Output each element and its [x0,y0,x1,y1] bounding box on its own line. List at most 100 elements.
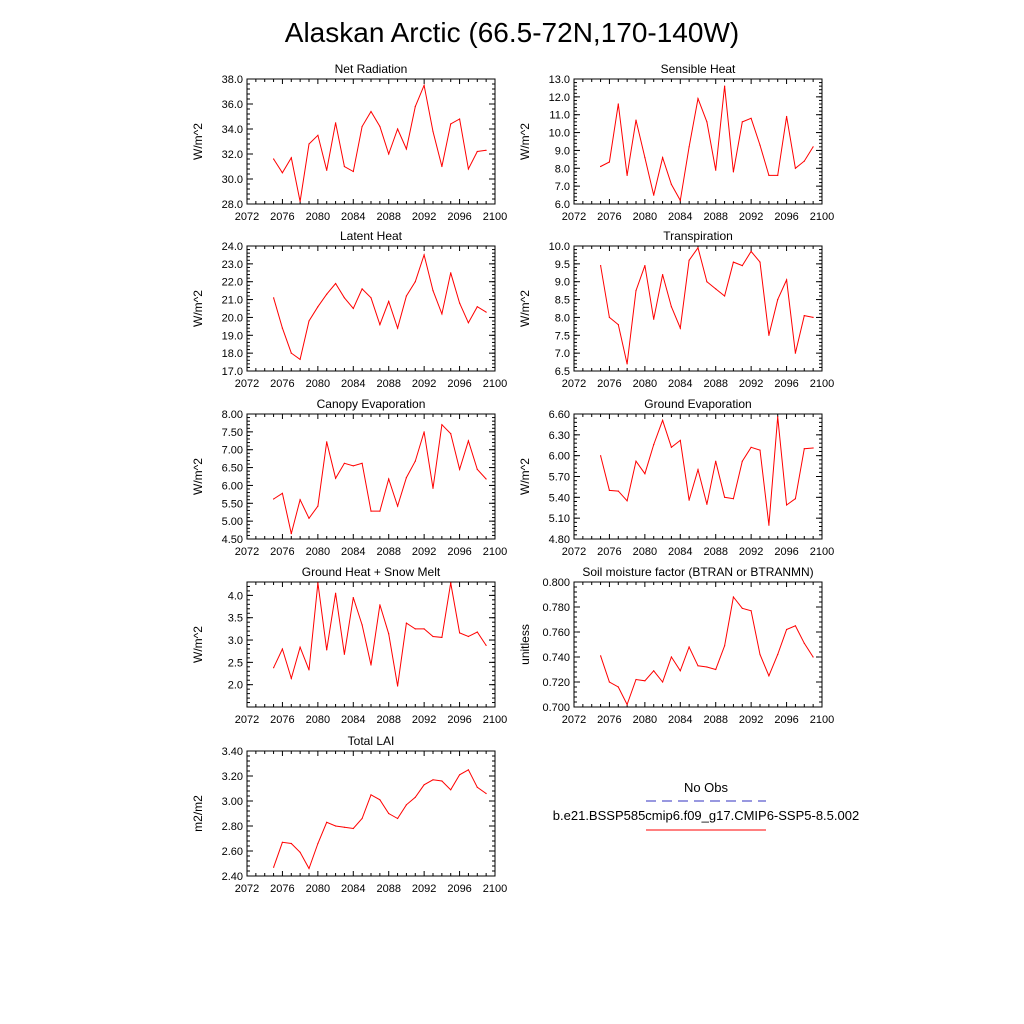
data-point [423,431,425,433]
data-point [688,259,690,261]
data-point [414,105,416,108]
data-point [388,300,390,302]
data-point [352,307,354,310]
panel-sensible-heat: Sensible Heat W/m^2 2072 2076 2080 2084 2088 20… [518,62,834,223]
y-tick-label: 34.0 [222,124,243,136]
data-point [715,460,717,462]
data-point [299,200,301,203]
plot-frame [246,78,496,205]
data-point [397,505,399,507]
y-tick-label: 3.5 [228,613,243,625]
x-tick-label: 2100 [483,378,507,390]
data-point [485,644,487,647]
y-tick-label: 3.0 [228,635,243,647]
panel-title: Canopy Evaporation [317,397,426,411]
x-tick-label: 2092 [739,546,763,558]
y-tick-label: 4.80 [549,534,570,546]
series-line-total-lai [273,769,487,870]
y-tick-label: 6.00 [222,480,243,492]
data-point [759,261,761,263]
y-axis-label: W/m^2 [518,290,532,327]
y-tick-label: 18.0 [222,348,243,360]
x-tick-label: 2096 [774,378,798,390]
data-point [476,306,478,308]
panel-total-lai: Total LAI m2/m2 2072 2076 2080 2084 2088 2092 20… [191,734,507,895]
y-tick-label: 28.0 [222,199,243,211]
data-point [724,295,726,297]
data-points-ground-heat-snow-melt [273,582,487,687]
data-point [281,327,283,329]
data-point [405,148,407,150]
x-tick-label: 2088 [703,714,727,726]
x-tick-label: 2080 [306,378,330,390]
y-tick-label: 8.00 [222,409,243,421]
data-point [653,318,655,320]
data-point [626,363,628,365]
data-point [600,455,602,457]
x-tick-label: 2092 [739,378,763,390]
y-tick-label: 22.0 [222,277,243,289]
data-point [405,804,407,806]
y-tick-label: 7.5 [555,330,570,342]
data-point [485,792,487,795]
y-tick-label: 11.0 [549,110,570,122]
data-point [459,774,461,776]
data-point [670,306,673,308]
x-tick-label: 2084 [668,714,692,726]
data-point [361,817,363,820]
data-point [290,842,292,845]
panels: Net Radiation W/m^2 2072 2076 2080 2084 2088 20… [191,62,834,895]
data-point [777,174,779,176]
y-tick-label: 6.60 [549,409,570,421]
data-point [653,670,655,672]
series-line-latent-heat [273,253,487,361]
x-tick-label: 2100 [810,378,834,390]
x-tick-label: 2080 [306,883,330,895]
legend-label-no-obs: No Obs [684,780,729,795]
panel-title: Transpiration [663,229,733,243]
y-axis-label: W/m^2 [191,290,205,327]
x-tick-label: 2076 [270,546,294,558]
panel-title: Net Radiation [335,62,408,76]
x-tick-label: 2092 [412,211,436,223]
data-point [388,812,390,815]
y-tick-label: 3.00 [222,796,243,808]
x-tick-label: 2080 [306,211,330,223]
x-tick-label: 2072 [562,378,586,390]
data-point [600,655,602,657]
x-tick-label: 2100 [810,714,834,726]
data-point [273,498,275,500]
data-point [432,487,434,489]
series-line-soil-moisture-factor-btran-or-btranmn [600,595,814,706]
x-tick-label: 2096 [447,378,471,390]
y-tick-label: 5.10 [549,513,570,525]
data-point [724,496,726,498]
data-point [459,468,461,470]
data-point [317,505,319,507]
data-point [750,446,752,448]
data-point [423,254,425,256]
data-point [405,622,407,624]
x-tick-label: 2072 [562,211,586,223]
data-point [335,122,337,124]
data-point [617,490,619,492]
y-tick-label: 3.40 [222,746,243,758]
data-point [644,265,646,267]
y-tick-label: 0.700 [542,702,570,714]
data-point [290,157,292,159]
figure-title: Alaskan Arctic (66.5-72N,170-140W) [285,17,739,48]
y-tick-label: 7.0 [555,348,570,360]
plot-frame [246,581,496,708]
data-point [326,441,328,443]
y-tick-label: 5.40 [549,492,570,504]
x-tick-label: 2088 [376,714,400,726]
data-point [397,128,399,130]
plot-frame [246,413,496,540]
data-point [290,352,292,354]
data-point [670,656,673,658]
data-point [732,261,735,263]
data-point [308,320,310,322]
data-point [768,675,770,677]
data-point [644,157,646,159]
